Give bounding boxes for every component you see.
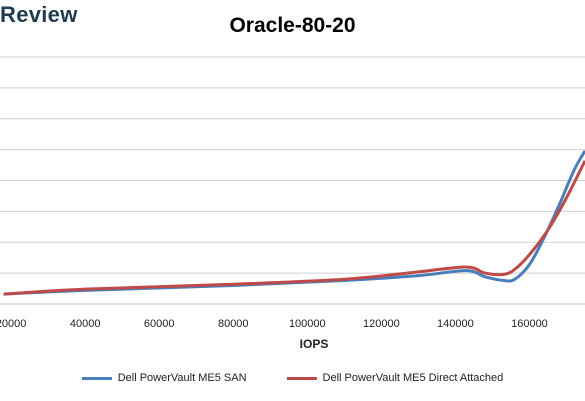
- legend-label-san: Dell PowerVault ME5 SAN: [117, 372, 247, 384]
- chart-legend: Dell PowerVault ME5 SAN Dell PowerVault …: [0, 372, 585, 384]
- x-tick-labels: 20000 40000 60000 80000 100000 120000 140000 16…: [0, 318, 548, 330]
- site-logo-text: Review: [0, 2, 78, 27]
- chart-title: Oracle-80-20: [229, 14, 356, 37]
- legend-swatch-direct-attached: [286, 376, 317, 380]
- x-axis-label: IOPS: [300, 337, 329, 351]
- x-tick-label: 80000: [218, 318, 249, 330]
- legend-swatch-san: [81, 376, 112, 380]
- x-tick-label: 120000: [363, 318, 400, 330]
- x-tick-label: 140000: [437, 318, 474, 330]
- legend-item-san: Dell PowerVault ME5 SAN: [81, 372, 247, 384]
- series-line-direct-attached: [3, 160, 585, 296]
- x-tick-label: 60000: [144, 318, 175, 330]
- x-tick-label: 160000: [511, 318, 548, 330]
- x-tick-label: 20000: [0, 318, 26, 330]
- legend-label-direct-attached: Dell PowerVault ME5 Direct Attached: [322, 372, 504, 384]
- series-lines: [3, 150, 585, 296]
- gridlines: [0, 56, 585, 305]
- x-tick-label: 100000: [289, 318, 326, 330]
- x-tick-label: 40000: [70, 318, 101, 330]
- legend-item-direct-attached: Dell PowerVault ME5 Direct Attached: [286, 372, 504, 384]
